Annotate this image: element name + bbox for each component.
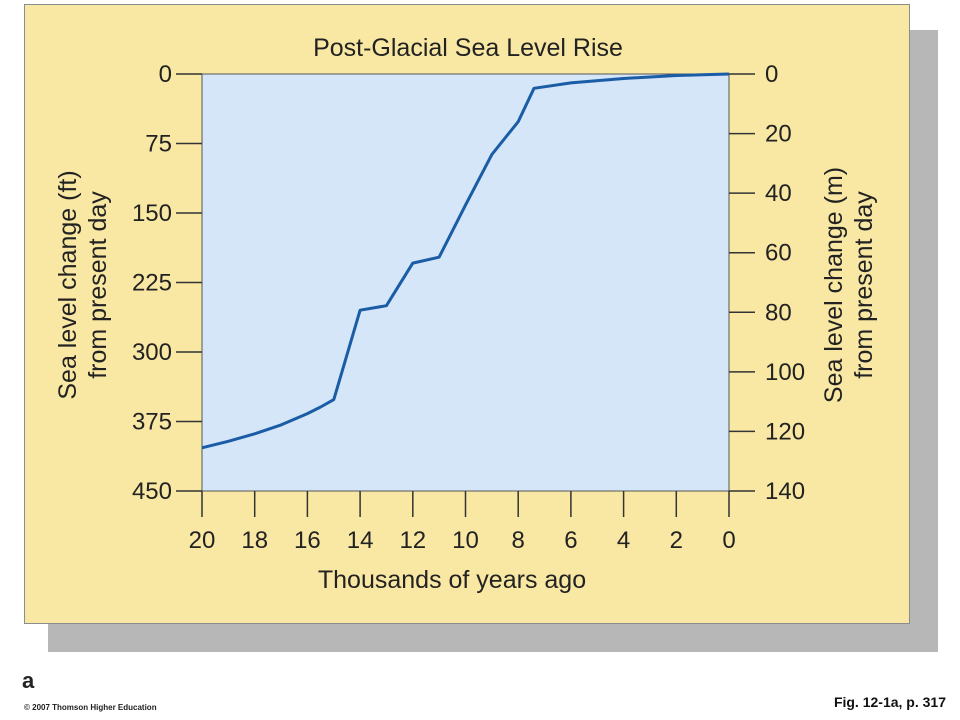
figure-reference: Fig. 12-1a, p. 317	[833, 694, 946, 710]
panel-letter: a	[22, 668, 35, 693]
x-tick-label: 10	[452, 527, 479, 554]
y-left-tick-label: 375	[132, 409, 172, 436]
y-axis-right-label-line1: Sea level change (m)	[820, 167, 848, 403]
y-left-tick-label: 75	[145, 131, 172, 158]
y-left-tick-label: 225	[132, 270, 172, 297]
copyright-notice: © 2007 Thomson Higher Education	[24, 703, 157, 712]
y-right-tick-label: 60	[765, 240, 792, 267]
x-tick-label: 6	[564, 527, 577, 554]
sea-level-line	[201, 72, 730, 450]
y-right-tick-label: 80	[765, 299, 792, 326]
y-axis-left-label-line1: Sea level change (ft)	[54, 170, 82, 399]
y-right-tick-label: 120	[765, 418, 805, 445]
x-axis-label: Thousands of years ago	[318, 566, 586, 594]
x-tick-label: 2	[670, 527, 683, 554]
y-axis-left-label-line2: from present day	[84, 191, 112, 379]
y-left-tick-label: 450	[132, 478, 172, 505]
y-left-tick-label: 150	[132, 200, 172, 227]
y-left-tick-label: 0	[159, 61, 172, 88]
y-left-tick-label: 300	[132, 339, 172, 366]
y-right-tick-label: 40	[765, 180, 792, 207]
x-tick-label: 0	[722, 527, 735, 554]
x-tick-label: 14	[347, 527, 374, 554]
y-right-tick-label: 20	[765, 121, 792, 148]
y-right-tick-label: 140	[765, 478, 805, 505]
x-tick-label: 4	[617, 527, 630, 554]
chart-title: Post-Glacial Sea Level Rise	[313, 34, 623, 62]
x-tick-label: 18	[241, 527, 268, 554]
plot-area	[201, 73, 730, 492]
x-tick-label: 20	[189, 527, 216, 554]
x-tick-label: 12	[399, 527, 426, 554]
x-tick-label: 8	[512, 527, 525, 554]
y-right-tick-label: 100	[765, 359, 805, 386]
x-tick-label: 16	[294, 527, 321, 554]
y-right-tick-label: 0	[765, 61, 778, 88]
y-axis-right-label-line2: from present day	[850, 191, 878, 379]
